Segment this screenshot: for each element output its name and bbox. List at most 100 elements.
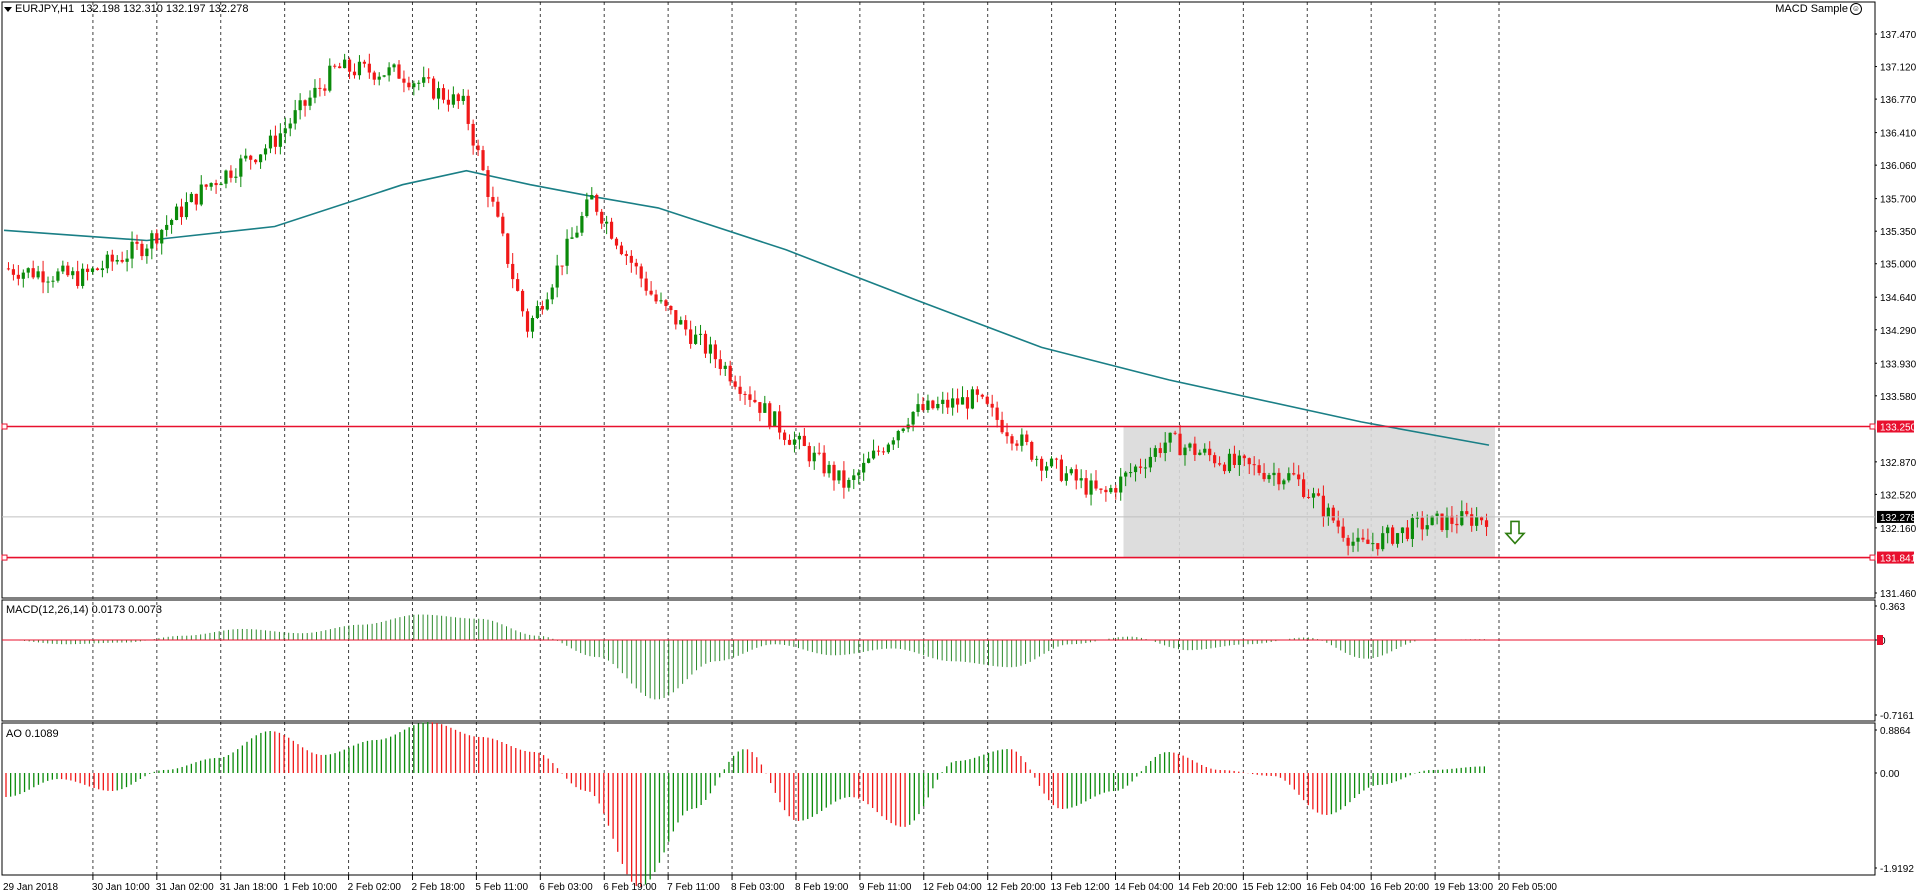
candle-body [1410, 518, 1414, 539]
price-tick-label: 136.770 [1880, 95, 1916, 106]
smiley-icon[interactable]: ☺ [1850, 3, 1862, 16]
candle-body [1237, 455, 1241, 465]
candle-body [827, 464, 831, 474]
candle-body [1129, 472, 1133, 474]
collapse-triangle-icon[interactable] [4, 6, 12, 12]
candle-body [644, 278, 648, 291]
candle-body [955, 398, 960, 405]
candle-body [288, 123, 292, 129]
time-tick-label: 31 Jan 18:00 [220, 882, 278, 893]
candle-body [837, 470, 841, 481]
candle-body [1242, 455, 1246, 459]
candle-body [876, 450, 881, 452]
candle-body [1430, 515, 1434, 526]
candle-body [303, 100, 307, 106]
candle-body [352, 71, 357, 76]
macd-panel[interactable] [1, 599, 1876, 722]
price-tick-label: 135.000 [1880, 260, 1916, 271]
candle-body [1361, 537, 1365, 540]
ao-panel[interactable] [1, 722, 1876, 876]
horizontal-levels[interactable]: 133.250 131.841 [1, 420, 1916, 565]
candle-body [471, 123, 475, 146]
candle-body [41, 271, 45, 283]
candle-body [1479, 517, 1484, 521]
candle-body [896, 431, 900, 441]
time-tick-label: 31 Jan 02:00 [156, 882, 214, 893]
candle-body [684, 320, 688, 330]
candle-body [1356, 537, 1360, 542]
candle-body [960, 397, 965, 405]
candle-body [614, 238, 619, 246]
candle-body [1025, 434, 1029, 442]
candle-body [1094, 480, 1098, 489]
price-tick-label: 134.640 [1880, 293, 1916, 304]
candle-body [1440, 513, 1444, 531]
candle-body [1010, 436, 1014, 444]
candle-body [1366, 539, 1370, 544]
price-tick-label: 133.580 [1880, 392, 1916, 403]
candle-body [234, 176, 238, 178]
candle-body [357, 61, 362, 76]
candle-body [229, 170, 233, 178]
candle-body [664, 300, 668, 306]
symbol-label: EURJPY,H1 [15, 3, 75, 15]
candle-body [343, 59, 347, 69]
candle-body [1040, 458, 1044, 471]
candle-body [1311, 493, 1316, 498]
candle-body [11, 269, 16, 275]
expert-name: MACD Sample [1775, 3, 1848, 15]
candle-body [847, 479, 851, 488]
candle-body [1158, 448, 1162, 454]
expert-advisor-label[interactable]: MACD Sample ☺ [1775, 3, 1862, 16]
sell-arrow-icon[interactable] [1504, 520, 1526, 545]
candle-body [871, 450, 876, 459]
candle-body [1455, 523, 1459, 526]
candle-body [1306, 496, 1311, 498]
candle-body [184, 202, 189, 218]
candle-body [362, 61, 366, 64]
candle-body [728, 365, 732, 382]
candle-body [160, 229, 164, 244]
candle-body [792, 439, 797, 445]
level-handle [1, 423, 8, 430]
candle-body [1316, 493, 1321, 496]
macd-indicator-label: MACD(12,26,14) 0.0173 0.0073 [6, 604, 162, 616]
ao-indicator-label: AO 0.1089 [6, 728, 59, 740]
candle-body [881, 451, 886, 453]
candle-body [1425, 525, 1429, 530]
candle-body [525, 311, 530, 332]
candle-body [16, 274, 20, 279]
time-tick-label: 12 Feb 20:00 [987, 882, 1046, 893]
time-tick-label: 5 Feb 11:00 [475, 882, 528, 893]
candle-body [1282, 480, 1286, 485]
time-tick-label: 7 Feb 11:00 [667, 882, 720, 893]
candle-body [560, 265, 564, 267]
candle-body [506, 233, 510, 264]
symbol-header[interactable]: EURJPY,H1 132.198 132.310 132.197 132.27… [4, 3, 248, 16]
candle-body [1386, 527, 1390, 534]
candle-body [516, 279, 520, 291]
level-handle [1869, 554, 1876, 561]
candle-body [975, 389, 979, 395]
candle-body [427, 77, 431, 79]
candle-body [659, 300, 663, 302]
candle-body [693, 334, 698, 344]
candle-body [901, 428, 905, 432]
candle-body [911, 411, 915, 425]
candle-body [140, 243, 144, 257]
candle-body [1470, 514, 1474, 526]
candle-body [639, 266, 643, 279]
candle-body [1475, 517, 1479, 526]
candle-body [66, 265, 70, 276]
candle-body [1297, 474, 1301, 480]
candle-body [1030, 441, 1034, 460]
time-tick-label: 13 Feb 12:00 [1051, 882, 1110, 893]
time-tick-label: 12 Feb 04:00 [923, 882, 982, 893]
candlestick-series [6, 53, 1489, 556]
candle-body [431, 78, 436, 99]
main-chart-panel[interactable] [1, 1, 1876, 599]
candle-body [1376, 543, 1380, 550]
candle-body [1341, 526, 1345, 538]
candle-body [61, 265, 65, 272]
